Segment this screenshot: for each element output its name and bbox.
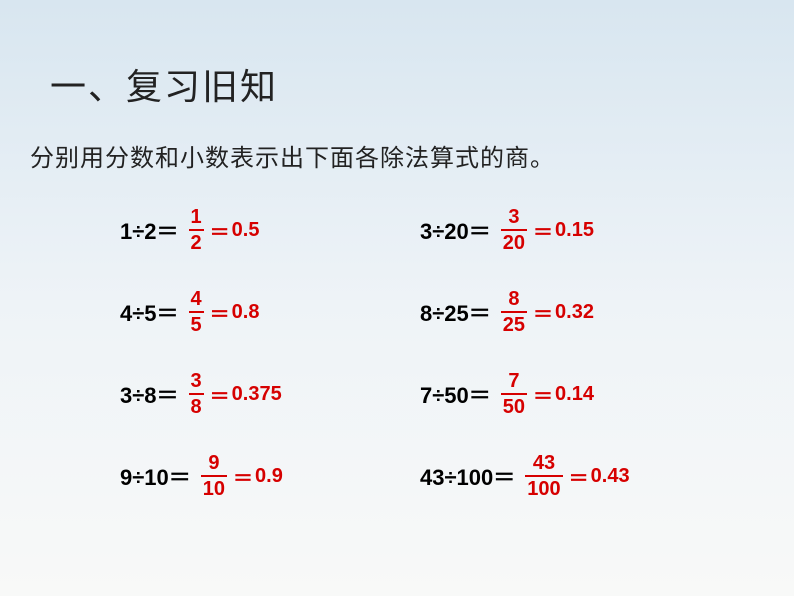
fraction-denominator: 25: [501, 311, 527, 335]
division-expression: 3÷8＝: [120, 378, 179, 410]
decimal-answer: 0.32: [555, 301, 594, 324]
fraction-answer: 910: [201, 453, 227, 499]
fraction-answer: 38: [189, 371, 204, 417]
decimal-answer: 0.375: [232, 383, 282, 406]
equals-sign: ＝: [533, 298, 553, 327]
fraction-numerator: 43: [531, 453, 557, 475]
instruction-text: 分别用分数和小数表示出下面各除法算式的商。: [30, 138, 555, 173]
division-expression: 4÷5＝: [120, 296, 179, 328]
equation-row: 43÷100＝43100＝0.43: [420, 446, 630, 506]
fraction-denominator: 20: [501, 229, 527, 253]
division-expression: 3÷20＝: [420, 214, 491, 246]
division-expression: 9÷10＝: [120, 460, 191, 492]
fraction-numerator: 1: [189, 207, 204, 229]
fraction-answer: 45: [189, 289, 204, 335]
fraction-numerator: 3: [189, 371, 204, 393]
fraction-numerator: 3: [506, 207, 521, 229]
equals-sign: ＝: [533, 380, 553, 409]
fraction-numerator: 7: [506, 371, 521, 393]
decimal-answer: 0.8: [232, 301, 260, 324]
equals-sign: ＝: [210, 216, 230, 245]
equals-sign: ＝: [210, 298, 230, 327]
equation-row: 1÷2＝ 12＝0.5: [120, 200, 259, 260]
equation-row: 3÷8＝ 38＝0.375: [120, 364, 282, 424]
equation-row: 8÷25＝ 825＝0.32: [420, 282, 594, 342]
division-expression: 43÷100＝: [420, 460, 515, 492]
fraction-numerator: 8: [506, 289, 521, 311]
decimal-answer: 0.5: [232, 219, 260, 242]
division-expression: 1÷2＝: [120, 214, 179, 246]
fraction-numerator: 9: [206, 453, 221, 475]
fraction-answer: 750: [501, 371, 527, 417]
fraction-numerator: 4: [189, 289, 204, 311]
fraction-denominator: 8: [189, 393, 204, 417]
section-title: 一、复习旧知: [50, 58, 278, 110]
equation-row: 7÷50＝ 750＝0.14: [420, 364, 594, 424]
fraction-answer: 825: [501, 289, 527, 335]
decimal-answer: 0.15: [555, 219, 594, 242]
equation-row: 3÷20＝ 320＝0.15: [420, 200, 594, 260]
division-expression: 7÷50＝: [420, 378, 491, 410]
fraction-denominator: 10: [201, 475, 227, 499]
equation-row: 4÷5＝ 45＝0.8: [120, 282, 259, 342]
equals-sign: ＝: [533, 216, 553, 245]
decimal-answer: 0.9: [255, 465, 283, 488]
fraction-denominator: 50: [501, 393, 527, 417]
equals-sign: ＝: [569, 462, 589, 491]
decimal-answer: 0.43: [591, 465, 630, 488]
equation-row: 9÷10＝ 910＝0.9: [120, 446, 283, 506]
equals-sign: ＝: [210, 380, 230, 409]
fraction-denominator: 2: [189, 229, 204, 253]
division-expression: 8÷25＝: [420, 296, 491, 328]
fraction-answer: 12: [189, 207, 204, 253]
fraction-denominator: 100: [525, 475, 562, 499]
fraction-answer: 320: [501, 207, 527, 253]
equals-sign: ＝: [233, 462, 253, 491]
fraction-answer: 43100: [525, 453, 562, 499]
decimal-answer: 0.14: [555, 383, 594, 406]
fraction-denominator: 5: [189, 311, 204, 335]
